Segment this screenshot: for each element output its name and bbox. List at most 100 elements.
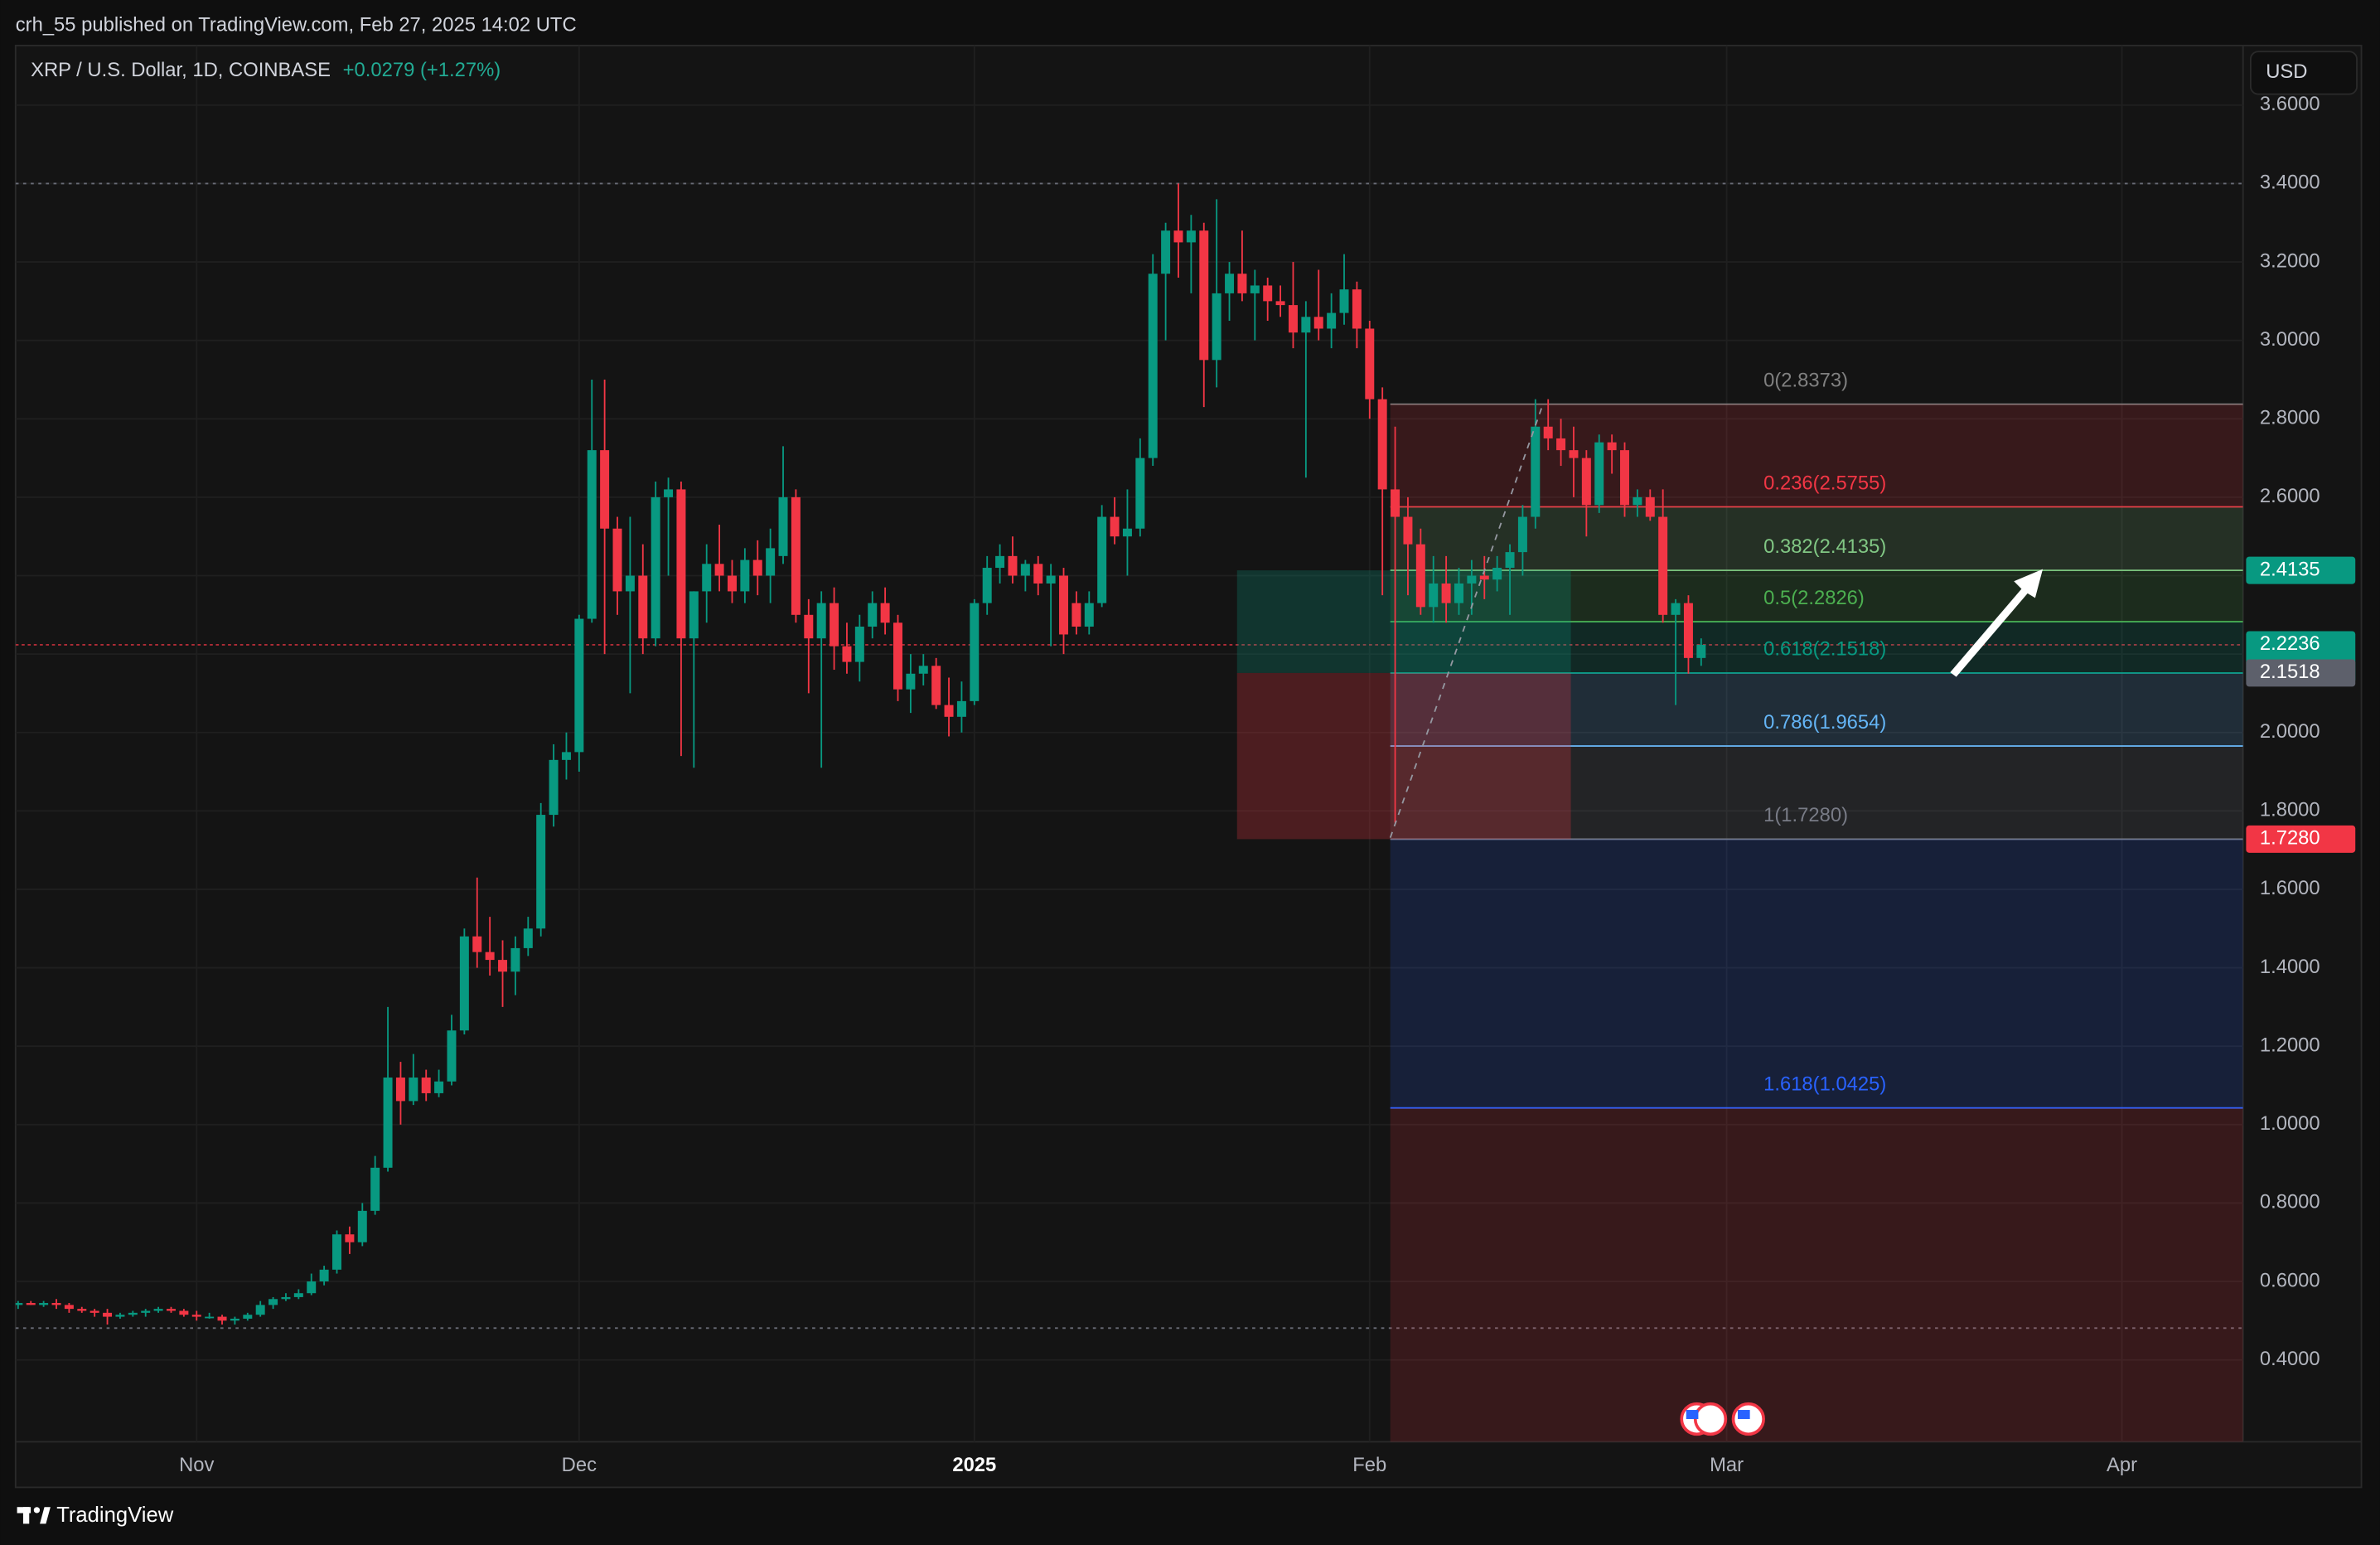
candle-body (1454, 583, 1463, 603)
logo: TradingView (17, 1504, 174, 1527)
fib-label: 0.618(2.1518) (1763, 638, 1886, 661)
price-badge (2246, 556, 2356, 584)
price-change: +0.0279 (+1.27%) (343, 59, 501, 81)
y-tick-label: 1.0000 (2260, 1112, 2320, 1135)
symbol-title: XRP / U.S. Dollar, 1D, COINBASE +0.0279 (… (31, 59, 501, 81)
candle-body (26, 1303, 36, 1305)
candle-body (357, 1210, 367, 1242)
candle-body (714, 564, 724, 576)
candle-body (345, 1234, 355, 1242)
y-tick-label: 0.6000 (2260, 1269, 2320, 1291)
x-tick-label: Nov (179, 1454, 214, 1476)
chart-panel (14, 45, 2363, 1489)
candle-body (89, 1310, 99, 1313)
candle-body (319, 1269, 329, 1282)
candle-body (1543, 426, 1553, 438)
candle-body (612, 528, 622, 592)
price-badge-label: 2.1518 (2260, 661, 2320, 683)
candle-body (1110, 516, 1120, 537)
candle-body (587, 450, 597, 619)
candle-body (166, 1309, 176, 1311)
candle-body (1046, 575, 1056, 584)
candle-body (1263, 285, 1273, 302)
candle-body (1403, 516, 1413, 545)
candle-body (1186, 230, 1196, 243)
fib-label: 0.786(1.9654) (1763, 711, 1886, 734)
candle-body (1327, 312, 1337, 329)
candles (15, 183, 1706, 1325)
candle-body (1479, 575, 1489, 580)
y-tick-label: 1.2000 (2260, 1034, 2320, 1056)
candle-body (1212, 293, 1221, 361)
candle-body (205, 1316, 215, 1319)
candle-body (370, 1167, 380, 1211)
candle-body (574, 618, 584, 753)
candle-body (1339, 289, 1349, 313)
candle-body (816, 603, 826, 639)
y-tick-label: 3.6000 (2260, 93, 2320, 115)
candle-body (1008, 555, 1018, 576)
price-badge (2246, 659, 2356, 687)
candle-body (918, 666, 928, 674)
candle-body (409, 1078, 418, 1102)
candle-body (1365, 328, 1375, 400)
candle-body (1199, 230, 1209, 361)
event-icons (1680, 1402, 1765, 1436)
symbol-name: XRP / U.S. Dollar, 1D, COINBASE (31, 59, 331, 81)
publisher: crh_55 published on TradingView.com, Feb… (16, 13, 577, 36)
brand: TradingView (56, 1504, 174, 1527)
candle-body (1313, 317, 1323, 329)
candle-body (421, 1078, 431, 1093)
fib-extension-zone (1390, 1107, 2243, 1442)
currency-label[interactable]: USD (2266, 61, 2307, 83)
candle-body (472, 936, 482, 952)
candle-body (944, 705, 954, 717)
candle-body (1531, 426, 1541, 517)
fib-label: 0.5(2.2826) (1763, 587, 1865, 609)
candle-body (230, 1318, 239, 1321)
overlay: 0.4000 0.6000 0.8000 1.0000 1.2000 1.4000 1.60… (179, 93, 2356, 1476)
candle-body (103, 1312, 113, 1317)
y-tick-label: 2.6000 (2260, 485, 2320, 507)
x-tick-label: 2025 (952, 1454, 996, 1476)
x-tick-label: Dec (562, 1454, 597, 1476)
candle-body (1429, 583, 1439, 608)
y-tick-label: 1.8000 (2260, 799, 2320, 821)
candle-body (15, 1303, 23, 1305)
candle-body (459, 936, 469, 1031)
candle-body (434, 1081, 444, 1093)
candle-body (1607, 442, 1617, 451)
y-tick-label: 2.0000 (2260, 720, 2320, 743)
candle-body (1658, 516, 1668, 615)
candle-body (1505, 552, 1515, 569)
candle-body (970, 603, 980, 701)
candle-body (1097, 516, 1107, 603)
fib-zone (1390, 506, 2243, 571)
fib-trend-line (1389, 406, 1543, 839)
candle-body (498, 960, 508, 972)
candle-body (141, 1310, 151, 1313)
candle-body (1033, 564, 1043, 584)
x-tick-label: Mar (1710, 1454, 1744, 1476)
candle-body (740, 559, 750, 592)
candle-body (281, 1296, 291, 1300)
fib-label: 1.618(1.0425) (1763, 1073, 1886, 1095)
candle-body (1569, 450, 1579, 458)
candle-body (752, 559, 762, 576)
fib-retracement (1236, 403, 2243, 1442)
candle-body (561, 752, 571, 760)
currency-button[interactable] (2249, 51, 2358, 95)
candle-body (778, 496, 788, 556)
y-tick-label: 1.4000 (2260, 956, 2320, 978)
y-tick-label: 2.8000 (2260, 407, 2320, 429)
candle-body (1492, 568, 1502, 580)
candle-body (1173, 230, 1183, 243)
event-icon (1693, 1402, 1728, 1436)
candle-body (64, 1305, 74, 1310)
price-badge-label: 2.4135 (2260, 558, 2320, 580)
candle-body (1059, 575, 1069, 635)
candle-body (1620, 450, 1630, 506)
candle-body (982, 568, 992, 603)
candle-body (1671, 603, 1681, 615)
candle-body (1556, 438, 1566, 451)
